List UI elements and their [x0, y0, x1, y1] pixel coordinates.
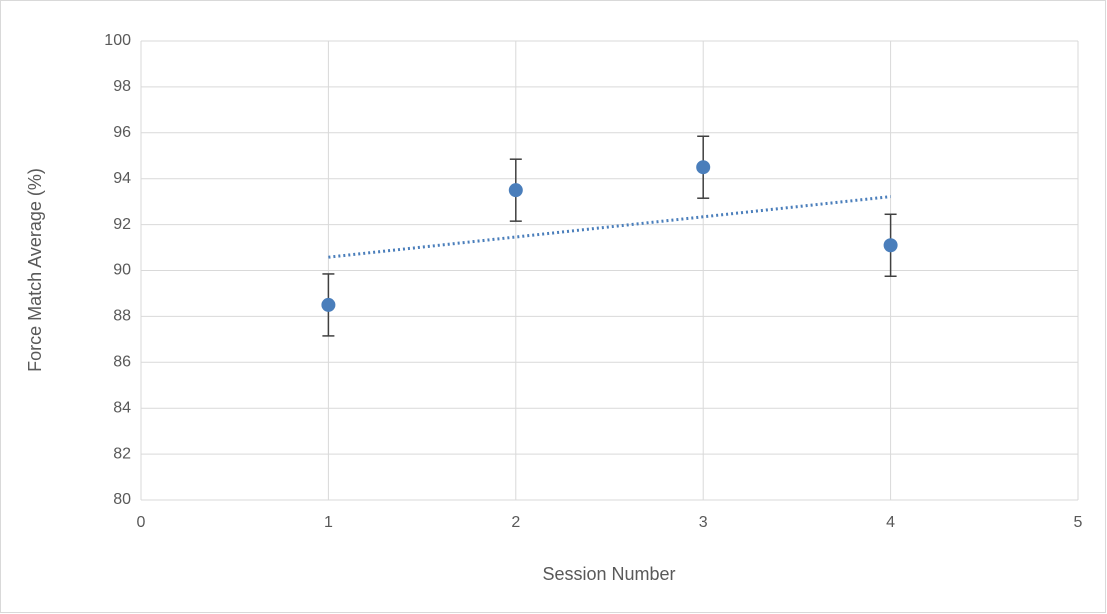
point	[321, 297, 336, 312]
x-tick-label: 4	[886, 514, 895, 531]
x-tick-label: 3	[699, 514, 708, 531]
y-tick-label: 98	[113, 78, 131, 95]
x-tick-label: 5	[1074, 514, 1083, 531]
point	[883, 238, 898, 253]
point	[508, 183, 523, 198]
x-tick-label: 2	[511, 514, 520, 531]
y-tick-label: 94	[113, 170, 131, 187]
y-tick-label: 82	[113, 445, 131, 462]
y-tick-label: 96	[113, 124, 131, 141]
y-tick-label: 86	[113, 354, 131, 371]
trendline	[328, 195, 891, 259]
y-tick-label: 100	[104, 32, 131, 49]
x-tick-label: 0	[137, 514, 146, 531]
y-tick-label: 80	[113, 491, 131, 508]
y-tick-label: 84	[113, 399, 131, 416]
y-tick-label: 92	[113, 216, 131, 233]
y-axis-title: Force Match Average (%)	[25, 168, 45, 372]
y-tick-label: 90	[113, 262, 131, 279]
x-axis-title: Session Number	[542, 564, 675, 584]
point	[696, 160, 711, 175]
x-tick-label: 1	[324, 514, 333, 531]
y-tick-label: 88	[113, 308, 131, 325]
